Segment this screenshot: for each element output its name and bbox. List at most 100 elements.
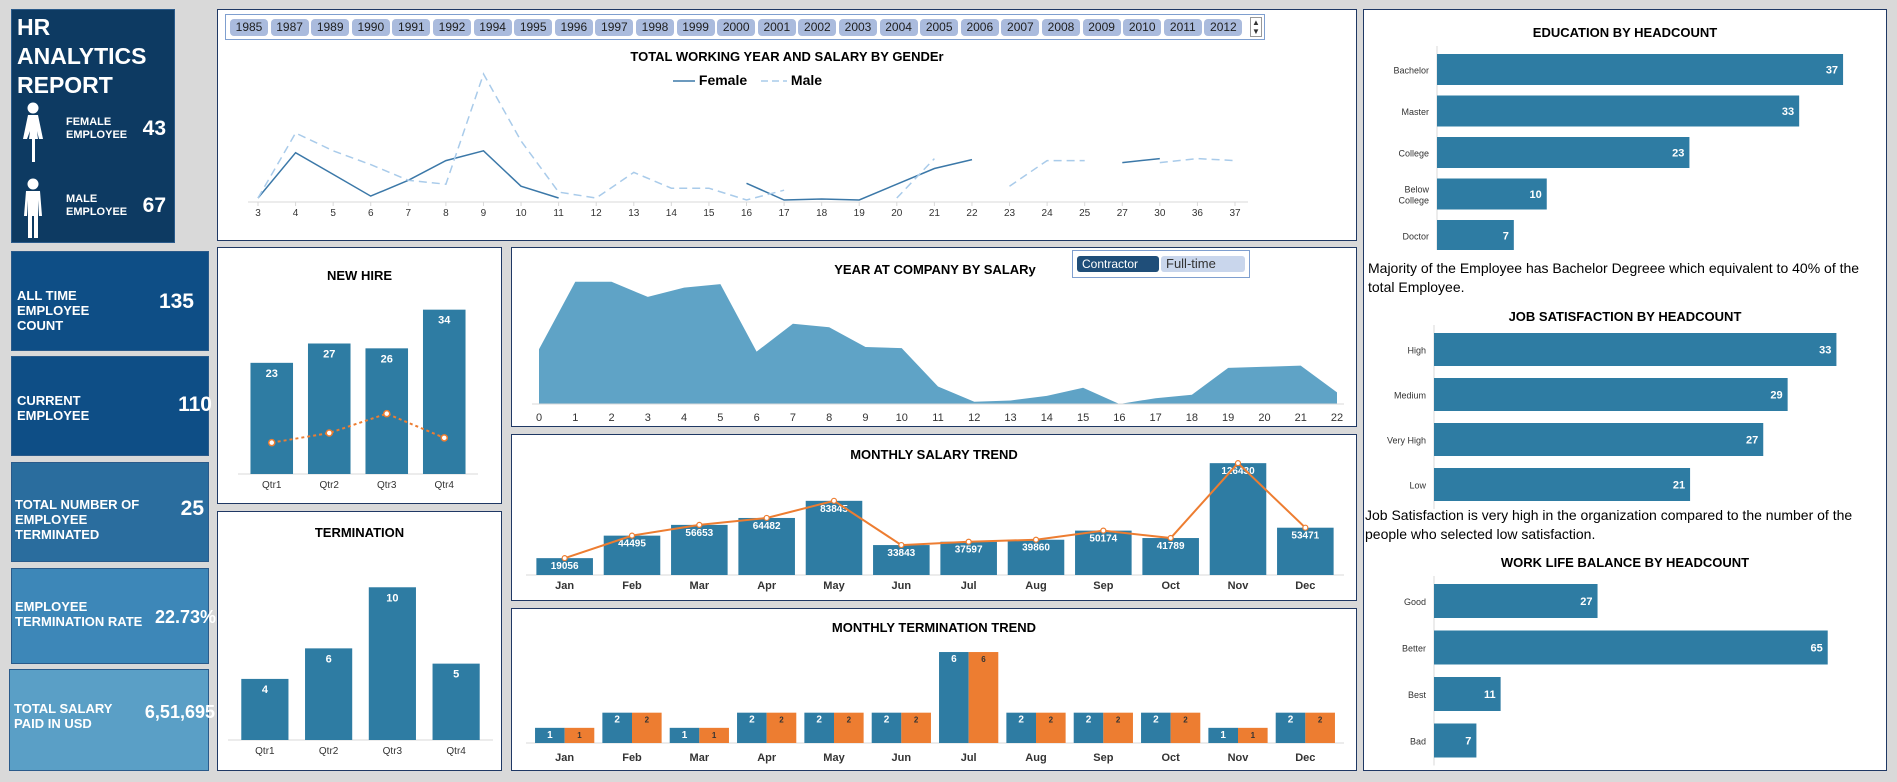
monthlysalary-data-label: 39860 [1022, 543, 1050, 554]
monthlysalary-x-tick-label: Jun [892, 580, 912, 592]
monthlysalary-trend-point [696, 521, 703, 528]
monthlyterm-bar-1 [1073, 712, 1104, 743]
monthlyterm-data-label: 2 [779, 716, 784, 725]
year-button-1992[interactable]: 1992 [433, 19, 471, 36]
monthlyterm-chart-title: MONTHLY TERMINATION TREND [831, 620, 1037, 635]
monthlysalary-data-label: 83845 [820, 504, 848, 515]
year-button-1985[interactable]: 1985 [230, 19, 268, 36]
monthlyterm-bar-2 [564, 727, 595, 743]
gender-x-tick-label: 14 [666, 208, 678, 219]
education-y-tick-label: Master [1401, 107, 1429, 117]
year-button-1987[interactable]: 1987 [270, 19, 309, 36]
year-button-2002[interactable]: 2002 [798, 19, 837, 36]
female-employee-value: 43 [142, 117, 166, 140]
worklife-y-tick-label: Better [1402, 644, 1426, 654]
monthlyterm-x-tick-label: May [823, 752, 845, 764]
gender-x-tick-label: 11 [553, 208, 564, 219]
termination-x-tick-label: Qtr4 [446, 746, 466, 757]
year-button-1999[interactable]: 1999 [676, 19, 715, 36]
monthlysalary-bar [873, 545, 930, 575]
newhire-chart-title: NEW HIRE [327, 268, 392, 283]
monthlyterm-bar-2 [1103, 712, 1133, 743]
gender-x-tick-label: 20 [891, 208, 903, 219]
year-button-2007[interactable]: 2007 [1001, 19, 1040, 36]
gender-x-tick-label: 8 [443, 208, 449, 219]
yearsalary-x-tick-label: 5 [717, 412, 723, 424]
newhire-panel: NEW HIRE 23 Qtr1 27 Qtr2 26 Qtr3 34 Qtr4 [217, 247, 502, 504]
monthlysalary-trend-point [898, 541, 905, 549]
termination-bar-chart: 4 Qtr1 6 Qtr2 10 Qtr3 5 Qtr4 [228, 587, 493, 757]
termination-rate-label: EMPLOYEE TERMINATION RATE [15, 599, 143, 629]
yearsalary-area [539, 281, 1337, 404]
yearsalary-chart-title: YEAR AT COMPANY BY SALARy [834, 262, 1036, 277]
monthlysalary-trend-point [1167, 534, 1174, 542]
gender-x-tick-label: 4 [293, 208, 299, 219]
monthlyterm-data-label: 1 [577, 731, 582, 740]
slicer-scroll-icon[interactable]: ▲ ▼ [1250, 17, 1262, 37]
year-button-2009[interactable]: 2009 [1082, 19, 1121, 36]
worklife-data-label: 65 [1810, 643, 1822, 655]
contractor-option[interactable]: Contractor [1077, 256, 1159, 272]
termination-bar [241, 678, 289, 740]
gender-x-tick-label: 37 [1229, 208, 1241, 219]
termination-rate-value: 22.73% [154, 607, 216, 627]
education-y-tick-label: Below [1404, 185, 1429, 195]
year-button-2001[interactable]: 2001 [757, 19, 796, 36]
yearsalary-x-tick-label: 6 [754, 412, 760, 424]
education-bar [1437, 220, 1514, 250]
total-salary-label: TOTAL SALARY PAID IN USD [14, 701, 113, 731]
monthlyterm-data-label: 1 [1251, 731, 1256, 740]
gender-x-tick-label: 5 [330, 208, 336, 219]
year-button-1996[interactable]: 1996 [554, 19, 593, 36]
year-button-2011[interactable]: 2011 [1163, 19, 1202, 36]
newhire-x-tick-label: Qtr1 [262, 480, 282, 491]
monthlyterm-bar-2 [968, 652, 999, 743]
monthlysalary-trend-point [1302, 524, 1309, 531]
year-button-2005[interactable]: 2005 [920, 19, 959, 36]
jobsat-y-tick-label: Medium [1394, 391, 1426, 401]
education-data-label: 33 [1782, 106, 1794, 118]
yearsalary-x-tick-label: 22 [1331, 412, 1343, 424]
year-button-1997[interactable]: 1997 [595, 19, 634, 36]
monthlyterm-data-label: 2 [1183, 716, 1188, 725]
year-button-2008[interactable]: 2008 [1042, 19, 1080, 36]
year-button-1995[interactable]: 1995 [514, 19, 553, 36]
monthlyterm-bar-2 [699, 727, 729, 743]
year-button-1994[interactable]: 1994 [473, 19, 512, 36]
year-button-2010[interactable]: 2010 [1123, 19, 1162, 36]
female-employee-label: FEMALE EMPLOYEE [66, 116, 128, 141]
newhire-bar-chart: 23 Qtr1 27 Qtr2 26 Qtr3 34 Qtr4 [238, 309, 478, 491]
year-button-2006[interactable]: 2006 [960, 19, 999, 36]
monthlyterm-data-label: 2 [816, 715, 822, 726]
jobsat-y-tick-label: Low [1409, 481, 1426, 491]
monthlyterm-bar-1 [1208, 727, 1238, 743]
year-button-1998[interactable]: 1998 [636, 19, 674, 36]
monthlyterm-x-tick-label: Oct [1161, 752, 1180, 764]
year-button-2000[interactable]: 2000 [717, 19, 756, 36]
jobsat-data-label: 21 [1673, 480, 1685, 492]
yearsalary-x-tick-label: 9 [862, 412, 868, 424]
monthlysalary-data-label: 44495 [618, 539, 646, 550]
education-data-label: 23 [1672, 148, 1684, 160]
termination-bar [368, 587, 416, 740]
year-button-1989[interactable]: 1989 [311, 19, 350, 36]
yearsalary-x-tick-label: 19 [1222, 412, 1234, 424]
education-y-tick-label: Bachelor [1393, 66, 1429, 76]
employee-type-slicer[interactable]: Contractor Full-time [1072, 250, 1250, 278]
education-note: Majority of the Employee has Bachelor De… [1368, 260, 1860, 295]
year-slicer[interactable]: 1985 1987 1989 1990 1991 1992 1994 1995 1996 1997… [225, 14, 1265, 40]
gender-x-tick-label: 9 [481, 208, 487, 219]
year-button-2004[interactable]: 2004 [879, 19, 918, 36]
year-button-2012[interactable]: 2012 [1204, 19, 1243, 36]
monthlyterm-data-label: 2 [847, 716, 852, 725]
yearsalary-x-tick-label: 21 [1295, 412, 1307, 424]
year-button-1991[interactable]: 1991 [392, 19, 431, 36]
monthlyterm-bar-1 [1006, 712, 1036, 743]
year-button-1990[interactable]: 1990 [351, 19, 390, 36]
worklife-y-tick-label: Best [1408, 690, 1427, 700]
monthlyterm-x-tick-label: Jan [555, 752, 574, 764]
year-button-2003[interactable]: 2003 [839, 19, 877, 36]
newhire-trend-line [271, 412, 445, 444]
monthlyterm-data-label: 2 [645, 716, 650, 725]
fulltime-option[interactable]: Full-time [1161, 256, 1245, 272]
